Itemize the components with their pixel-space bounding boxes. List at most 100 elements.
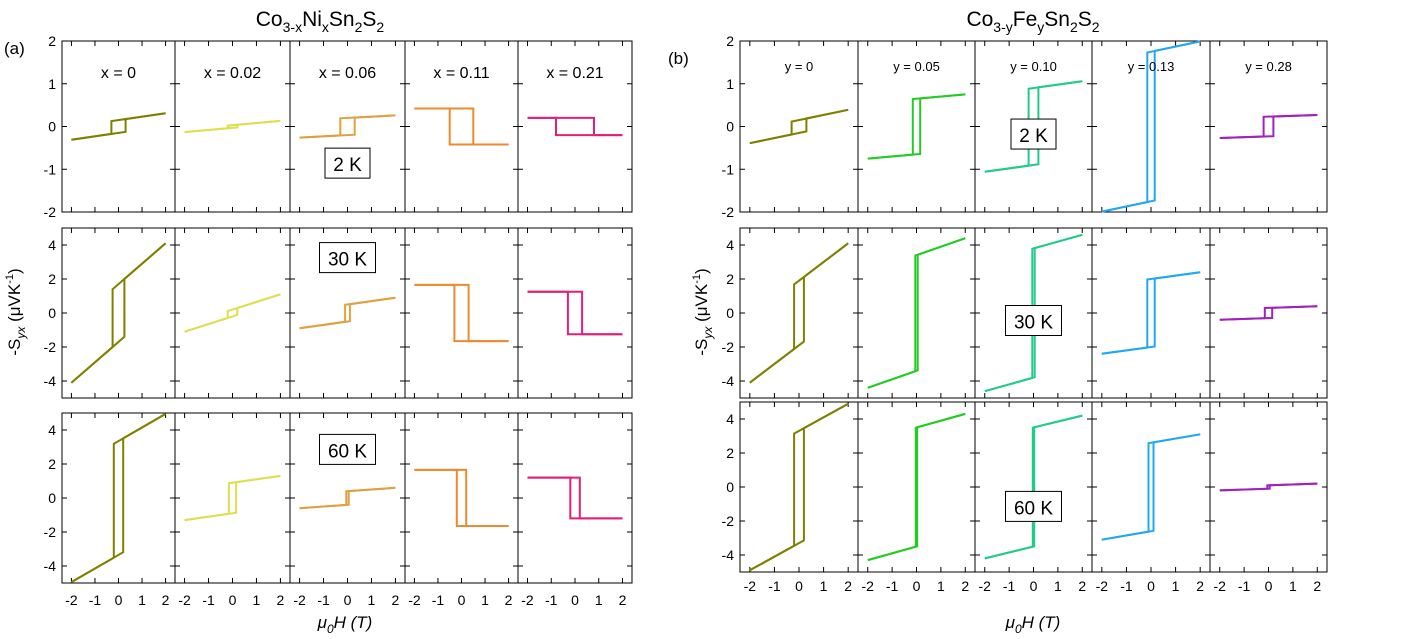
y-axis-label-sup: -1 [691,274,703,284]
temperature-box [319,433,376,465]
y-tick-label: 4 [726,411,734,427]
y-tick-label: 2 [726,445,734,461]
title-subscript: 3-y [993,19,1012,35]
subplot-r2-c4: -2 -1 0 1 2 [1209,401,1328,594]
y-tick-label: -2 [44,524,57,540]
title-subscript: y [1037,19,1044,35]
title-text: S [1078,8,1092,31]
x-axis-label: μ0H (T) [1005,613,1061,636]
temperature-box [324,147,371,179]
series-line [527,476,623,520]
subplot-r2-c1: -2 -1 0 1 2 [857,401,976,594]
subplot-r1-c3 [404,227,519,399]
series-line [1219,114,1318,139]
subplot-frame [857,227,976,399]
subplot-r2-c3: -2 -1 0 1 2 [404,412,519,608]
series-line [414,283,509,343]
subplot-r1-c4 [1209,227,1328,399]
title-text: S [362,8,376,31]
x-axis-label-sub: 0 [327,622,334,636]
y-tick-label: -4 [44,558,57,574]
title-text: Ni [302,8,322,31]
subplot-r0-c0: -2 -1 0 1 2 y = 0 [722,33,859,220]
series-line [414,283,509,343]
x-tick-label: -2 [521,592,534,608]
y-axis-label-sub: yx [14,326,28,340]
x-axis-label-rest: H (T) [1022,613,1061,632]
column-label: y = 0 [785,59,814,74]
x-tick-label: 2 [277,592,285,608]
subplot-frame [404,412,519,584]
y-tick-label: 4 [48,422,56,438]
temperature-label: 2 K [333,155,362,176]
series-line [527,116,623,137]
x-tick-label: 0 [571,592,579,608]
subplot-r2-c3: -2 -1 0 1 2 [1091,401,1211,594]
series-line [527,116,623,137]
series-line [299,296,396,330]
subplot-frame [1209,227,1328,399]
subplot-r1-c3 [1091,227,1211,399]
x-tick-label: -2 [178,592,191,608]
x-tick-label: -1 [1120,578,1133,594]
x-tick-label: 0 [1030,578,1038,594]
x-tick-label: 2 [162,592,170,608]
x-tick-label: -1 [545,592,558,608]
y-tick-label: -4 [44,373,57,389]
temperature-box [1005,305,1062,336]
series-line [71,112,166,141]
y-tick-label: 0 [48,305,56,321]
temperature-label: 30 K [1014,313,1053,334]
subplot-r1-c0: -4 -2 0 2 4 [44,227,176,399]
y-tick-label: -1 [44,161,57,177]
column-label: y = 0.05 [893,59,940,74]
y-tick-label: -2 [44,339,57,355]
x-tick-label: -1 [886,578,899,594]
series-line [867,237,966,389]
x-axis-label-rest: H (T) [334,613,373,632]
series-line [867,93,966,160]
series-line [70,242,167,384]
x-axis-label-main: μ [317,613,328,632]
series-line [749,402,849,572]
series-line [414,107,509,146]
series-line [1101,271,1201,355]
subplot-frame [61,412,176,584]
x-axis-label: μ0H (T) [317,613,373,636]
series-line [1101,271,1201,355]
y-axis-label-main: -S [5,339,24,356]
x-tick-label: -1 [768,578,781,594]
subplot-r0-c1: x = 0.02 [174,40,291,213]
y-tick-label: 2 [726,271,734,287]
x-tick-label: 2 [1078,578,1086,594]
subplot-frame [174,412,291,584]
y-axis-label-unit: (μVK [692,283,711,322]
column-label: y = 0.13 [1128,59,1175,74]
x-tick-label: 0 [458,592,466,608]
x-tick-label: -2 [1096,578,1109,594]
series-line [867,237,966,389]
x-tick-label: 1 [481,592,489,608]
panel-title: Co3-yFeySn2S2 [966,8,1099,35]
y-axis-label-close: ) [5,268,24,274]
x-tick-label: -2 [744,578,757,594]
y-axis-label: -Syx (μVK-1) [4,268,28,355]
series-line [299,486,396,510]
series-line [1219,114,1318,139]
column-label: x = 0.06 [319,65,376,82]
subplot-frame [1091,401,1211,573]
y-tick-label: 4 [48,237,56,253]
series-line [1101,40,1201,213]
temperature-box [1010,118,1057,150]
y-axis-label-sup: -1 [4,274,16,284]
title-text: Sn [329,8,355,31]
subplot-r1-c0: -4 -2 0 2 4 [722,227,859,399]
x-tick-label: 2 [1313,578,1321,594]
series-line [527,290,623,336]
y-axis-label-unit: (μVK [5,283,24,322]
y-tick-label: -2 [722,204,735,220]
series-line [70,242,167,384]
panel-title: Co3-xNixSn2S2 [256,8,385,35]
x-tick-label: 2 [619,592,627,608]
